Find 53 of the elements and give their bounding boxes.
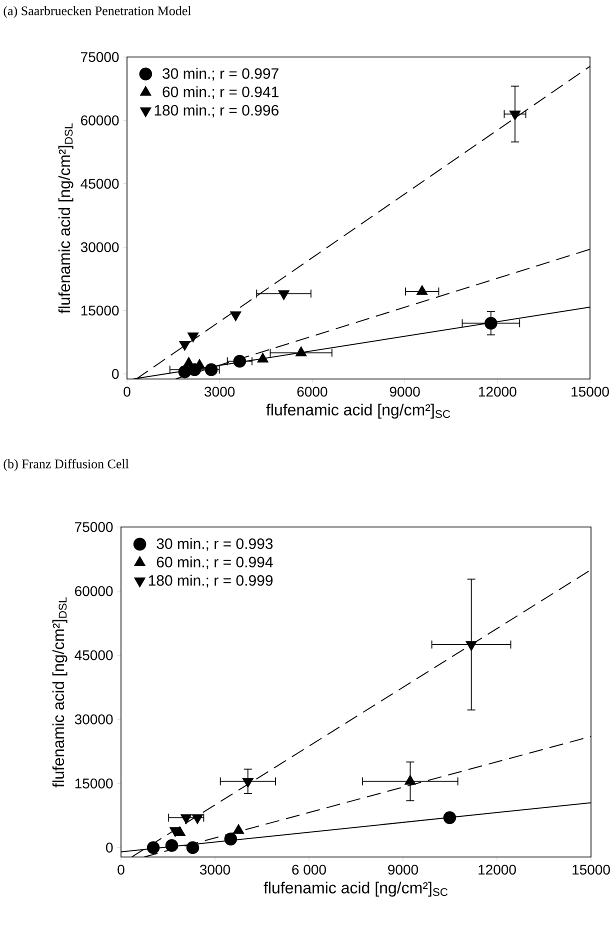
y-tick-label: 0 [112, 368, 119, 379]
x-axis-title: flufenamic acid [ng/cm²]$_{SC}$ [264, 882, 448, 897]
y-tick-label: 15000 [75, 778, 113, 788]
x-tick-label: 12000 [478, 864, 516, 875]
point [170, 827, 181, 837]
x-axis-title: flufenamic acid [ng/cm²]$_{SC}$ [266, 404, 450, 419]
legend-label: 30 min.; r = 0.997 [162, 68, 278, 81]
y-tick-label: 0 [106, 842, 113, 853]
x-tick-label: 3000 [200, 864, 230, 875]
point [233, 354, 246, 368]
x-tick-label: 15000 [572, 386, 609, 397]
legend-label: 30 min.; r = 0.993 [156, 538, 273, 551]
chart-title: (a) Saarbruecken Penetration Model [4, 6, 192, 18]
point [224, 832, 238, 846]
point [187, 332, 199, 342]
y-tick-label: 45000 [80, 178, 119, 189]
chart-title: (b) Franz Diffusion Cell [4, 459, 129, 471]
x-tick-label: 15000 [572, 864, 610, 875]
y-tick-label: 60000 [75, 586, 113, 596]
point [186, 841, 200, 854]
y-tick-label: 60000 [81, 115, 119, 126]
legend-label: 180 min.; r = 0.999 [148, 574, 273, 588]
point [242, 778, 254, 788]
y-tick-label: 30000 [74, 714, 113, 724]
point [165, 839, 178, 852]
point [509, 110, 521, 120]
point [179, 340, 190, 351]
y-axis-title: flufenamic acid [ng/cm²]$_{DSL}$ [52, 597, 68, 788]
x-tick-label: 3000 [204, 386, 235, 397]
point [484, 316, 498, 330]
y-tick-label: 75000 [75, 522, 113, 532]
point [278, 290, 290, 300]
y-tick-label: 15000 [81, 306, 119, 316]
legend-label: 60 min.; r = 0.994 [156, 556, 273, 570]
y-tick-label: 75000 [81, 52, 119, 62]
point [466, 641, 477, 651]
point [230, 311, 242, 322]
point [443, 811, 456, 824]
x-tick-label: 0 [124, 386, 130, 397]
x-tick-label: 6 000 [292, 864, 326, 875]
legend-label: 180 min.; r = 0.996 [154, 104, 278, 118]
x-tick-label: 9000 [388, 864, 418, 875]
point [192, 814, 204, 824]
x-tick-label: 12000 [479, 386, 516, 397]
y-tick-label: 30000 [80, 242, 119, 252]
point [204, 363, 218, 376]
x-tick-label: 9000 [390, 386, 420, 397]
legend-label: 60 min.; r = 0.941 [162, 86, 278, 99]
x-tick-label: 6000 [297, 386, 328, 397]
point [180, 814, 192, 824]
point [146, 841, 160, 854]
y-tick-label: 45000 [74, 650, 113, 660]
y-axis-title: flufenamic acid [ng/cm²]$_{DSL}$ [58, 123, 74, 314]
